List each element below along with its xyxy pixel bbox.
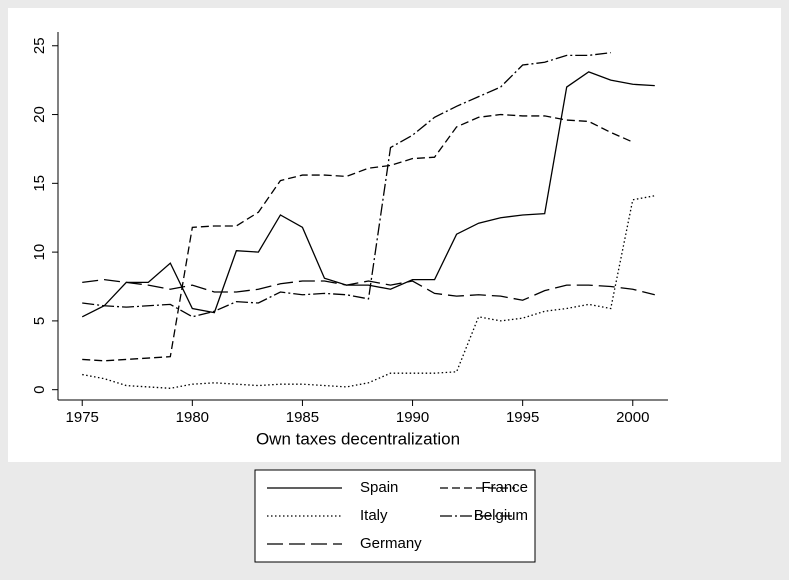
series-line (82, 113, 634, 362)
series-line (81, 71, 655, 318)
x-tick-label: 2000 (616, 409, 649, 426)
series-line (82, 278, 655, 301)
legend-label: Belgium (474, 507, 528, 524)
y-tick-label: 25 (31, 37, 48, 54)
x-tick-label: 1985 (286, 409, 319, 426)
x-tick-label: 1995 (506, 409, 539, 426)
series-line (82, 195, 655, 389)
x-axis-label: Own taxes decentralization (256, 429, 460, 448)
legend-label: France (481, 479, 528, 496)
legend-label: Germany (360, 535, 422, 552)
x-tick-label: 1980 (176, 409, 209, 426)
y-tick-label: 10 (31, 244, 48, 261)
legend-label: Spain (360, 479, 398, 496)
y-tick-label: 15 (31, 175, 48, 192)
series-line (82, 51, 611, 318)
x-tick-label: 1990 (396, 409, 429, 426)
y-tick-label: 0 (31, 386, 48, 394)
y-tick-label: 5 (31, 317, 48, 325)
y-tick-label: 20 (31, 106, 48, 123)
x-tick-label: 1975 (66, 409, 99, 426)
legend-label: Italy (360, 507, 388, 524)
plot-background (8, 8, 781, 462)
